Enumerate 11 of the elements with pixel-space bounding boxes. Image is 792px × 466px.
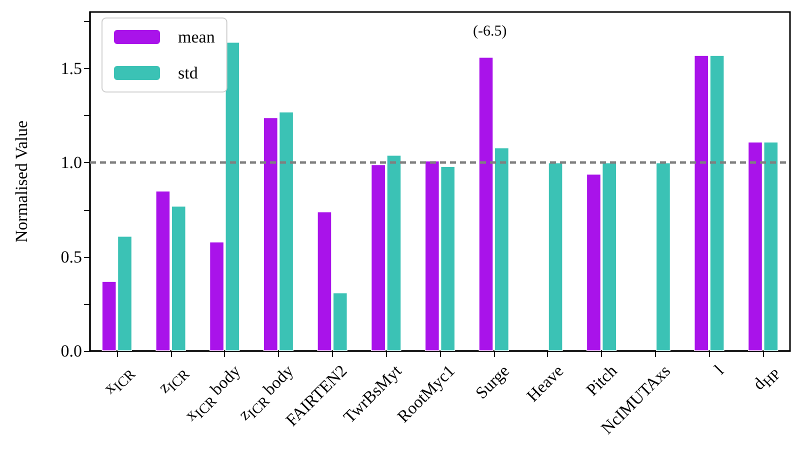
bar: [656, 162, 670, 351]
annotation: (-6.5): [473, 24, 507, 40]
y-tick-label: 1.5: [60, 59, 82, 78]
legend-label: mean: [178, 28, 216, 46]
y-tick-label: 1.0: [60, 153, 82, 172]
y-tick-label: 0.0: [60, 342, 82, 360]
x-tick-label: l: [710, 361, 728, 378]
legend-label: std: [178, 64, 198, 82]
bar: [548, 162, 563, 351]
y-axis-title: Normalised Value: [12, 120, 31, 242]
y-tick-label: 0.5: [60, 247, 82, 266]
